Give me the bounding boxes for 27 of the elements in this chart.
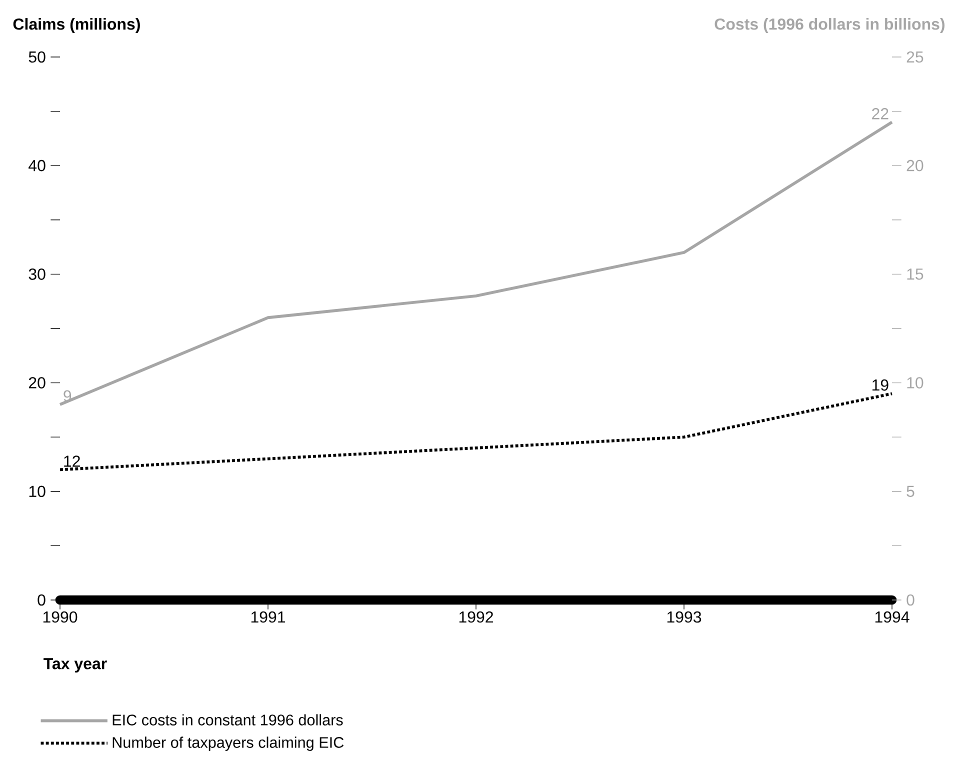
y2-tick-label: 0 xyxy=(906,594,914,606)
legend-label: EIC costs in constant 1996 dollars xyxy=(112,714,343,726)
y2-tick-label: 25 xyxy=(906,51,924,63)
x-tick-label: 1993 xyxy=(667,611,702,623)
x-tick-label: 1991 xyxy=(251,611,286,623)
data-label: 12 xyxy=(64,456,80,467)
y-tick-label: 10 xyxy=(29,486,46,498)
y2-tick-label: 10 xyxy=(907,377,924,388)
y2-tick-label: 15 xyxy=(907,268,924,280)
x-axis-title: Tax year xyxy=(44,658,107,672)
data-label: 22 xyxy=(872,108,888,120)
x-tick-label: 1990 xyxy=(43,611,78,623)
legend-label: Number of taxpayers claiming EIC xyxy=(112,736,344,751)
y-tick-label: 0 xyxy=(38,594,46,606)
y2-tick-label: 20 xyxy=(906,160,924,172)
line-series xyxy=(58,120,894,406)
y-tick-label: 20 xyxy=(28,377,46,388)
x-tick-label: 1994 xyxy=(875,611,910,623)
y2-tick-label: 5 xyxy=(906,486,914,497)
x-tick-label: 1992 xyxy=(459,611,493,623)
y-tick-label: 50 xyxy=(28,51,46,63)
y-tick-label: 30 xyxy=(28,268,46,280)
y-axis-title: Claims (millions) xyxy=(13,18,140,33)
y2-axis-title: Costs (1996 dollars in billions) xyxy=(714,18,944,33)
line-series xyxy=(58,392,894,472)
data-label: 19 xyxy=(872,379,888,391)
y-tick-label: 40 xyxy=(28,160,46,172)
